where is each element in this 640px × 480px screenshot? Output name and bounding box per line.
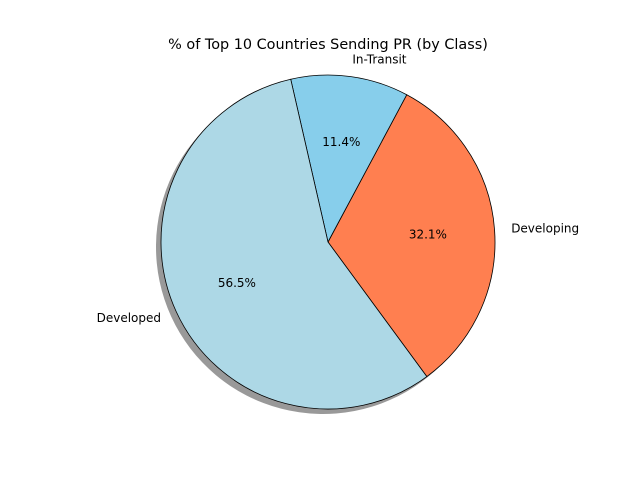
- pie-category-label-in-transit: In-Transit: [352, 52, 406, 66]
- pie-slice-developed: [160, 78, 428, 410]
- chart-title: % of Top 10 Countries Sending PR (by Cla…: [168, 37, 488, 53]
- pie-percent-label-developing: 32.1%: [409, 227, 447, 241]
- pie-percent-label-developed: 56.5%: [218, 276, 256, 290]
- pie-category-label-developing: Developing: [511, 221, 579, 235]
- pie-slice-in-transit: [290, 74, 408, 243]
- pie-percent-label-in-transit: 11.4%: [322, 135, 360, 149]
- pie-category-label-developed: Developed: [97, 311, 161, 325]
- pie-slice-developing: [327, 94, 496, 377]
- pie-labels: Developing 32.1% In-Transit 11.4% Developed 5…: [97, 52, 580, 325]
- pie-wedges: [160, 74, 496, 410]
